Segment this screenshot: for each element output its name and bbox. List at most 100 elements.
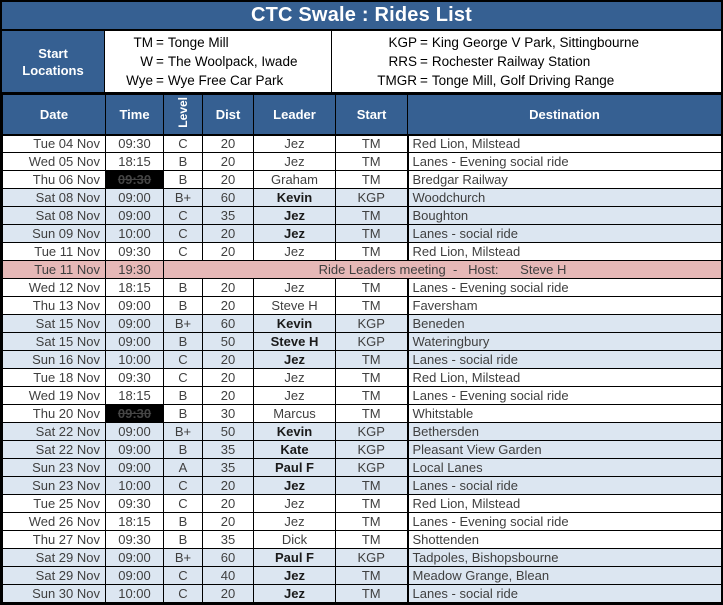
cell-start: KGP (335, 188, 408, 207)
ride-row: Wed 19 Nov 18:15 B 20 Jez TM Lanes - Evening s… (2, 386, 722, 405)
cell-level: B (163, 386, 203, 405)
ride-row: Wed 26 Nov 18:15 B 20 Jez TM Lanes - Evening s… (2, 512, 722, 531)
cell-time: 09:00 (105, 296, 164, 315)
cell-date: Wed 26 Nov (2, 512, 106, 531)
cell-start: TM (335, 584, 408, 603)
ride-row: Sun 23 Nov 09:00 A 35 Paul F KGP Local Lanes (2, 458, 722, 477)
time-text: 09:00 (118, 460, 151, 475)
cell-start: TM (335, 368, 408, 387)
cell-leader: Jez (253, 224, 336, 243)
cell-level: B (163, 404, 203, 423)
time-text: 09:00 (118, 334, 151, 349)
cell-dist: 20 (202, 296, 254, 315)
cell-destination: Lanes - Evening social ride (406, 278, 722, 297)
legend-equals: = (420, 73, 428, 88)
cell-dist: 20 (202, 134, 254, 153)
cell-time: 09:00 (105, 422, 164, 441)
cell-start: TM (335, 296, 408, 315)
cell-date: Wed 12 Nov (2, 278, 106, 297)
column-header-destination: Destination (407, 94, 722, 136)
cell-time: 18:15 (105, 152, 164, 171)
cell-time: 09:00 (105, 206, 164, 225)
time-text: 09:30 (118, 370, 151, 385)
cell-leader: Jez (253, 584, 336, 603)
cell-start: TM (335, 530, 408, 549)
cell-time: 09:00 (105, 188, 164, 207)
time-text: 09:30 (118, 496, 151, 511)
cell-level: C (163, 134, 203, 153)
cell-level: B (163, 170, 203, 189)
cell-time: 09:30 (105, 494, 164, 513)
cell-date: Tue 11 Nov (2, 260, 106, 279)
ride-row: Sat 15 Nov 09:00 B 50 Steve H KGP Wateringbury (2, 332, 722, 351)
legend-right-column: KGP = King George V Park, Sittingbourne RRS… (332, 31, 721, 92)
cell-level: C (163, 566, 203, 585)
cell-date: Sat 22 Nov (2, 440, 106, 459)
cell-leader: Jez (253, 476, 336, 495)
cell-start: KGP (335, 332, 408, 351)
time-text: 18:15 (118, 388, 151, 403)
cell-destination: Tadpoles, Bishopsbourne (406, 548, 722, 567)
cell-date: Wed 19 Nov (2, 386, 106, 405)
cell-leader: Jez (253, 134, 336, 153)
legend-location-name: The Woolpack, Iwade (167, 54, 298, 69)
cell-leader: Jez (253, 152, 336, 171)
cell-dist: 50 (202, 422, 254, 441)
cell-time: 09:30 (105, 368, 164, 387)
cell-time: 09:30 (105, 242, 164, 261)
cancelled-time-text: 09:30 (117, 406, 152, 421)
meeting-announcement: Ride Leaders meeting - Host: Steve H (163, 260, 722, 279)
cell-time: 09:30 (105, 404, 164, 423)
ride-row: Thu 13 Nov 09:00 B 20 Steve H TM Faversham (2, 296, 722, 315)
cell-destination: Red Lion, Milstead (406, 242, 722, 261)
cell-level: C (163, 476, 203, 495)
cell-destination: Lanes - Evening social ride (406, 386, 722, 405)
cell-dist: 60 (202, 314, 254, 333)
cell-leader: Kevin (253, 422, 336, 441)
cell-start: KGP (335, 440, 408, 459)
cell-start: TM (335, 386, 408, 405)
time-text: 18:15 (118, 514, 151, 529)
cell-dist: 20 (202, 368, 254, 387)
time-text: 09:00 (118, 568, 151, 583)
cell-leader: Jez (253, 368, 336, 387)
cell-dist: 50 (202, 332, 254, 351)
legend-equals: = (156, 73, 164, 88)
cell-time: 09:30 (105, 530, 164, 549)
ride-row: Wed 12 Nov 18:15 B 20 Jez TM Lanes - Evening s… (2, 278, 722, 297)
ride-row: Sat 08 Nov 09:00 B+ 60 Kevin KGP Woodchurch (2, 188, 722, 207)
cell-destination: Whitstable (406, 404, 722, 423)
cell-leader: Steve H (253, 332, 336, 351)
column-header-date: Date (2, 94, 106, 136)
ride-row: Sat 29 Nov 09:00 C 40 Jez TM Meadow Grange, Bl… (2, 566, 722, 585)
cell-time: 10:00 (105, 476, 164, 495)
cell-date: Sat 29 Nov (2, 548, 106, 567)
cell-dist: 20 (202, 584, 254, 603)
cell-level: B (163, 152, 203, 171)
ride-row: Tue 11 Nov 09:30 C 20 Jez TM Red Lion, Milstea… (2, 242, 722, 261)
cell-destination: Shottenden (406, 530, 722, 549)
time-text: 10:00 (118, 226, 151, 241)
ride-row: Sun 09 Nov 10:00 C 20 Jez TM Lanes - social ri… (2, 224, 722, 243)
cell-leader: Paul F (253, 458, 336, 477)
start-locations-legend: Start Locations TM = Tonge Mill W = The Woolp… (2, 31, 721, 94)
legend-location-name: Tonge Mill (167, 35, 229, 50)
cell-start: TM (335, 512, 408, 531)
cell-time: 10:00 (105, 584, 164, 603)
page-title: CTC Swale : Rides List (250, 4, 473, 26)
cell-date: Sat 29 Nov (2, 566, 106, 585)
cell-destination: Lanes - Evening social ride (406, 512, 722, 531)
cell-start: TM (335, 404, 408, 423)
cell-dist: 20 (202, 512, 254, 531)
time-text: 09:00 (118, 208, 151, 223)
ride-row: Tue 25 Nov 09:30 C 20 Jez TM Red Lion, Milstea… (2, 494, 722, 513)
ride-row: Tue 18 Nov 09:30 C 20 Jez TM Red Lion, Milstea… (2, 368, 722, 387)
cell-time: 09:00 (105, 314, 164, 333)
cell-leader: Kate (253, 440, 336, 459)
legend-abbr: Wye (126, 73, 153, 88)
time-text: 09:30 (118, 532, 151, 547)
cell-destination: Meadow Grange, Blean (406, 566, 722, 585)
cell-destination: Red Lion, Milstead (406, 368, 722, 387)
legend-left-column: TM = Tonge Mill W = The Woolpack, Iwade Wye = Wy… (105, 31, 332, 92)
